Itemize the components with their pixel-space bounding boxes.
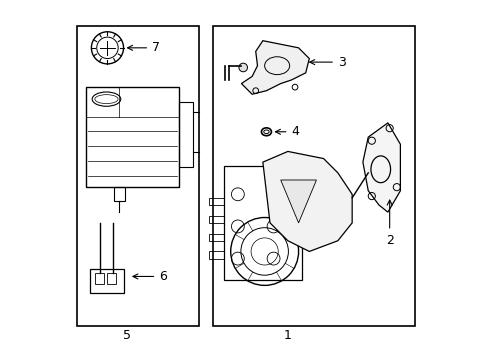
Bar (209, 216, 223, 223)
Bar (77, 26, 198, 327)
Bar (90, 269, 123, 293)
Text: 7: 7 (127, 41, 160, 54)
Bar (114, 187, 124, 202)
Polygon shape (363, 123, 400, 212)
Polygon shape (281, 180, 317, 223)
Text: 2: 2 (386, 200, 393, 247)
Bar (209, 198, 223, 205)
Text: 1: 1 (284, 329, 292, 342)
Bar (209, 251, 223, 258)
Text: 5: 5 (123, 329, 131, 342)
Polygon shape (263, 152, 352, 251)
Bar (95, 273, 104, 284)
Bar (107, 273, 117, 284)
Bar (209, 234, 223, 241)
Circle shape (239, 63, 247, 72)
Bar (223, 166, 302, 280)
Polygon shape (242, 41, 309, 94)
Text: 6: 6 (133, 270, 167, 283)
Bar (213, 26, 415, 327)
Text: 4: 4 (275, 125, 299, 138)
Bar (179, 102, 193, 167)
Bar (86, 87, 179, 187)
Text: 3: 3 (310, 55, 346, 69)
